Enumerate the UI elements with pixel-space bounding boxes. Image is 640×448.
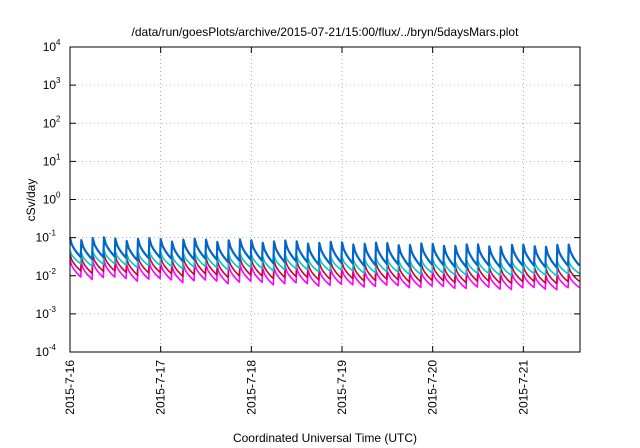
- chart-title: /data/run/goesPlots/archive/2015-07-21/1…: [132, 25, 520, 39]
- y-axis: 10-4 10-3 10-2 10-1 100 101 102 103 104: [36, 38, 580, 359]
- y-axis-label: cSv/day: [24, 179, 38, 222]
- x-tick-label: 2015-7-16: [63, 360, 77, 415]
- y-tick-label: 103: [43, 76, 61, 92]
- y-tick-label: 102: [43, 114, 61, 130]
- x-tick-label: 2015-7-18: [244, 360, 258, 415]
- x-tick-label: 2015-7-19: [335, 360, 349, 415]
- grid: [70, 47, 580, 352]
- x-tick-label: 2015-7-21: [516, 360, 530, 415]
- series-line: [69, 259, 580, 291]
- x-tick-label: 2015-7-20: [426, 360, 440, 415]
- plot-area: [68, 236, 581, 291]
- series-line: [69, 253, 580, 285]
- x-tick-label: 2015-7-17: [154, 360, 168, 415]
- series-line: [68, 236, 581, 269]
- y-tick-label: 10-3: [36, 305, 57, 321]
- x-axis-label: Coordinated Universal Time (UTC): [233, 431, 417, 445]
- y-tick-label: 100: [43, 191, 61, 207]
- y-tick-label: 101: [43, 152, 61, 168]
- y-tick-label: 10-1: [36, 229, 57, 245]
- x-axis: 2015-7-16 2015-7-17 2015-7-18 2015-7-19 2015…: [63, 47, 530, 415]
- y-tick-label: 104: [43, 38, 61, 54]
- y-tick-label: 10-2: [36, 267, 57, 283]
- y-tick-label: 10-4: [36, 343, 57, 359]
- series-line: [69, 249, 580, 277]
